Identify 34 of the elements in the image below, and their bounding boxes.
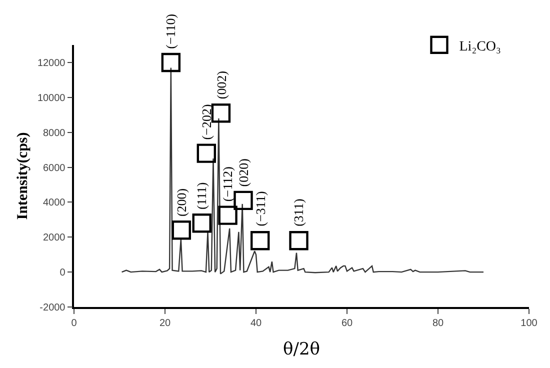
y-tick-label: 12000 (37, 58, 66, 69)
annotation: (200) (174, 188, 190, 217)
annotation: (311) (291, 198, 306, 226)
point (250, 231, 270, 250)
x-tick-label: 100 (520, 318, 538, 329)
point (192, 214, 212, 233)
x-tick-label: 20 (159, 318, 171, 329)
annotation: (111) (194, 182, 210, 210)
y-tick-label: 4000 (43, 198, 66, 209)
y-tick-label: 8000 (43, 128, 66, 139)
x-tick-label: 40 (250, 318, 262, 329)
annotation: (020) (236, 158, 251, 187)
x-tick-label: 80 (432, 318, 444, 329)
y-tick-label: 6000 (43, 162, 66, 174)
point (196, 144, 216, 163)
point (218, 206, 238, 225)
annotation: (−110) (162, 14, 178, 49)
annotation: (−112) (220, 166, 235, 202)
y-tick-label: 0 (60, 268, 66, 279)
x-axis-title: θ/2θ (282, 340, 320, 360)
y-axis-title: Intensity(cps) (15, 132, 32, 220)
x-tick-label: 60 (341, 318, 353, 329)
point (234, 190, 253, 210)
annotation: (−311) (252, 191, 268, 226)
annotation: (−202) (199, 104, 214, 140)
point (161, 52, 181, 72)
legend-label: Li₂CO₃ (459, 39, 502, 54)
x-tick-label: 0 (71, 318, 78, 329)
point (172, 220, 191, 240)
point (289, 231, 308, 250)
annotation: (002) (214, 70, 229, 100)
y-tick-label: -2000 (40, 302, 66, 314)
y-tick-label: 2000 (43, 232, 66, 244)
y-tick-label: 10000 (37, 92, 66, 104)
